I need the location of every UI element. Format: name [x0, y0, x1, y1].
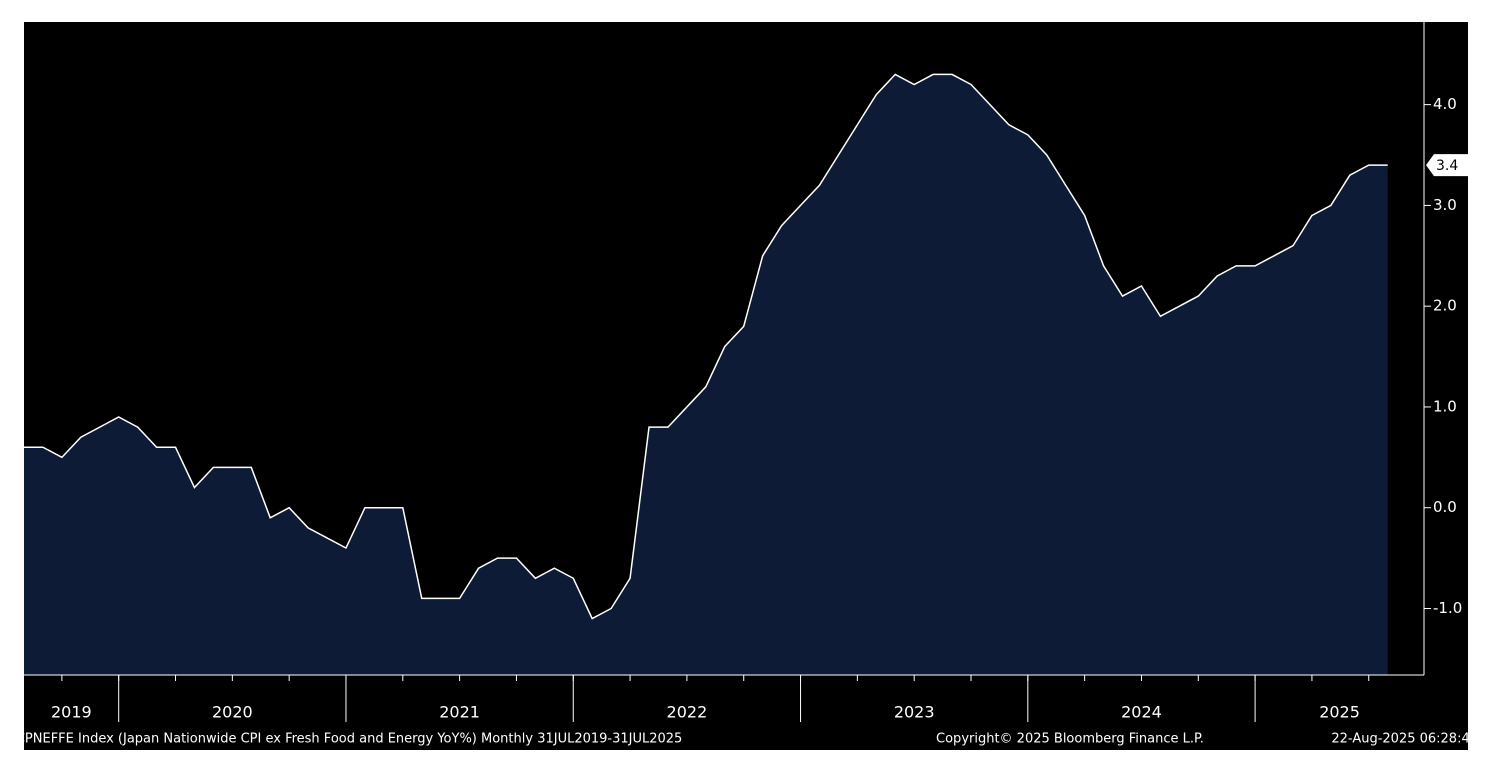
y-tick-label: 0.0 [1433, 498, 1457, 516]
y-tick-label: 4.0 [1433, 95, 1457, 113]
x-tick-label: 2020 [212, 703, 253, 722]
y-tick-label: 2.0 [1433, 297, 1457, 315]
footer-timestamp: 22-Aug-2025 06:28:47 [1331, 732, 1478, 747]
x-tick-label: 2025 [1319, 703, 1360, 722]
area-fill [24, 74, 1388, 675]
current-value-box [1426, 154, 1472, 177]
x-tick-label: 2024 [1121, 703, 1162, 722]
y-tick-label: 3.0 [1433, 196, 1457, 214]
series-line [24, 73, 1388, 620]
x-tick-label: 2023 [894, 703, 935, 722]
footer-copyright: Copyright© 2025 Bloomberg Finance L.P. [936, 732, 1204, 747]
footer-description: JCPNEFFE Index (Japan Nationwide CPI ex … [11, 732, 682, 747]
y-tick-label: -1.0 [1433, 599, 1462, 617]
x-tick-label: 2019 [51, 703, 92, 722]
x-tick-label: 2021 [439, 703, 480, 722]
current-value-label: 3.4 [1436, 158, 1458, 174]
y-tick-label: 1.0 [1433, 397, 1457, 415]
x-tick-label: 2022 [667, 703, 708, 722]
